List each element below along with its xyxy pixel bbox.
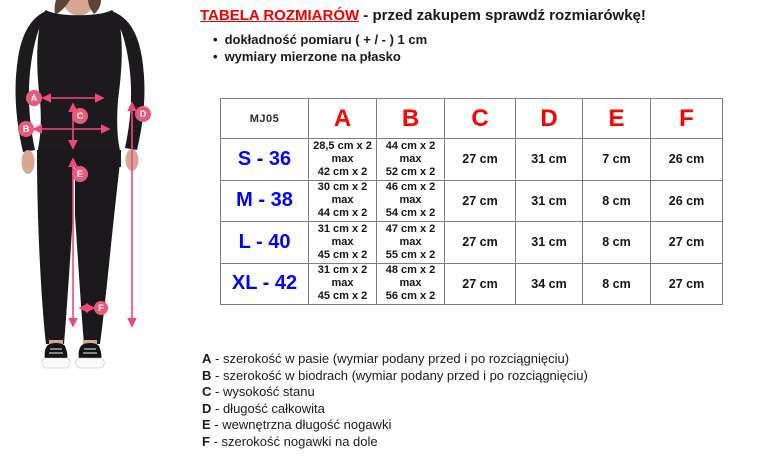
legend-item: F - szerokość nogawki na dole: [202, 433, 378, 449]
size-cell: XL - 42: [220, 262, 309, 305]
column-header-e: E: [582, 98, 651, 139]
measurement-cell-e: 8 cm: [582, 262, 651, 305]
size-table: MJ05 A B C D E F S - 36 28,5 cm x 2 max 42…: [220, 98, 723, 305]
measurement-marker-b: B: [18, 121, 34, 137]
legend-item: A - szerokość w pasie (wymiar podany prz…: [202, 351, 570, 366]
bullet-text: dokładność pomiaru ( + / - ) 1 cm: [224, 32, 428, 47]
measurement-marker-e: E: [72, 166, 88, 182]
measurement-marker-f: F: [94, 301, 108, 315]
model-code-cell: MJ05: [220, 98, 309, 139]
measurement-markers: A B C D E F: [18, 90, 151, 315]
svg-text:E: E: [77, 169, 83, 180]
measurement-cell-c: 27 cm: [444, 138, 516, 181]
leggings-left-leg: [37, 154, 73, 344]
measurement-cell-b: 47 cm x 2 max 55 cm x 2: [376, 221, 445, 264]
measurement-cell-d: 34 cm: [515, 262, 583, 305]
measurement-cell-c: 27 cm: [444, 262, 516, 305]
header: TABELA ROZMIARÓW - przed zakupem sprawdź…: [200, 7, 760, 65]
legend-item: B - szerokość w biodrach (wymiar podany …: [202, 367, 588, 383]
measurement-cell-e: 7 cm: [582, 138, 651, 181]
measurement-marker-a: A: [26, 90, 42, 106]
measurement-cell-a: 31 cm x 2 max 45 cm x 2: [308, 262, 377, 305]
left-hand: [21, 150, 35, 174]
measurement-legend: A - szerokość w pasie (wymiar podany prz…: [202, 351, 588, 451]
title-suffix: - przed zakupem sprawdź rozmiarówkę!: [359, 7, 646, 24]
measurement-cell-d: 31 cm: [515, 221, 583, 264]
size-cell: L - 40: [220, 221, 309, 264]
measurement-cell-e: 8 cm: [582, 179, 651, 222]
model-figure-svg: A B C D E F: [15, 0, 151, 369]
measurement-cell-f: 27 cm: [650, 262, 723, 305]
svg-text:F: F: [98, 303, 104, 314]
bullet-icon: •: [213, 32, 218, 47]
product-photo: A B C D E F: [0, 0, 190, 380]
measurement-cell-d: 31 cm: [515, 179, 583, 222]
measurement-cell-a: 31 cm x 2 max 45 cm x 2: [308, 221, 377, 264]
leggings-right-leg: [75, 154, 121, 344]
svg-text:D: D: [140, 109, 147, 120]
left-sneaker: [41, 343, 71, 369]
title-highlight: TABELA ROZMIARÓW: [200, 7, 360, 24]
table-header-row: MJ05 A B C D E F: [220, 98, 723, 139]
measurement-cell-e: 8 cm: [582, 221, 651, 264]
bullet-icon: •: [213, 48, 218, 64]
header-bullet-list: • dokładność pomiaru ( + / - ) 1 cm • wymi…: [213, 32, 760, 65]
measurement-cell-b: 48 cm x 2 max 56 cm x 2: [376, 262, 445, 305]
measurement-marker-c: C: [72, 108, 88, 124]
svg-text:C: C: [77, 111, 84, 122]
legend-item: C - wysokość stanu: [202, 384, 315, 400]
sweater-torso: [37, 10, 122, 154]
measurement-cell-b: 46 cm x 2 max 54 cm x 2: [376, 179, 445, 222]
column-header-b: B: [376, 98, 445, 139]
bullet-text: wymiary mierzone na płasko: [224, 48, 401, 64]
measurement-cell-b: 44 cm x 2 max 52 cm x 2: [376, 138, 445, 181]
measurement-cell-f: 27 cm: [650, 221, 723, 264]
legend-item: E - wewnętrzna długość nogawki: [202, 417, 392, 433]
page-title: TABELA ROZMIARÓW - przed zakupem sprawdź…: [200, 7, 760, 25]
measurement-cell-c: 27 cm: [444, 221, 516, 264]
measurement-cell-f: 26 cm: [650, 179, 723, 222]
bullet-item: • dokładność pomiaru ( + / - ) 1 cm: [213, 32, 760, 49]
neck-skin: [62, 0, 96, 16]
measurement-marker-d: D: [135, 106, 151, 122]
measurement-cell-c: 27 cm: [444, 179, 516, 222]
measurement-cell-a: 28,5 cm x 2 max 42 cm x 2: [308, 138, 377, 181]
size-cell: M - 38: [220, 179, 309, 222]
sweater-left-arm: [15, 12, 46, 152]
hair-left: [54, 0, 70, 15]
size-cell: S - 36: [220, 138, 309, 181]
measurement-cell-d: 31 cm: [515, 138, 583, 181]
right-sneaker: [75, 343, 105, 369]
table-row-s36: S - 36 28,5 cm x 2 max 42 cm x 2 44 cm x 2…: [220, 138, 723, 181]
svg-text:A: A: [31, 93, 38, 104]
measurement-arrows: [32, 93, 137, 328]
column-header-f: F: [650, 98, 723, 139]
legend-item: D - długość całkowita: [202, 400, 325, 416]
column-header-a: A: [308, 98, 377, 139]
measurement-cell-a: 30 cm x 2 max 44 cm x 2: [308, 179, 377, 222]
column-header-d: D: [515, 98, 583, 139]
table-row-l40: L - 40 31 cm x 2 max 45 cm x 2 47 cm x 2 ma…: [220, 221, 723, 264]
column-header-c: C: [444, 98, 516, 139]
hair-right: [88, 0, 101, 14]
measurement-cell-f: 26 cm: [650, 138, 723, 181]
table-row-m38: M - 38 30 cm x 2 max 44 cm x 2 46 cm x 2 ma…: [220, 179, 723, 222]
svg-text:B: B: [23, 124, 30, 135]
bullet-item: • wymiary mierzone na płasko: [213, 49, 760, 66]
model-silhouette: [15, 0, 145, 369]
